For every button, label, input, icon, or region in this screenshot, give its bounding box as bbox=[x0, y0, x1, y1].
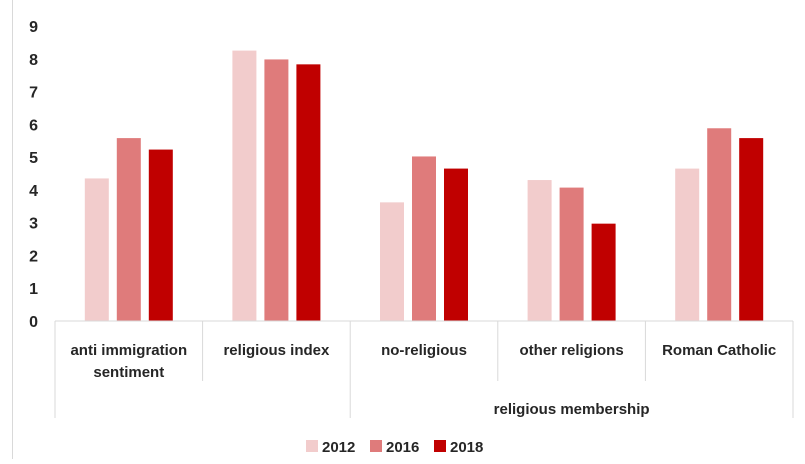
bar-2012 bbox=[232, 50, 257, 321]
bar-2016 bbox=[264, 59, 289, 321]
y-tick-label: 0 bbox=[29, 314, 38, 331]
category-label: no-religious bbox=[381, 342, 467, 359]
group-label: religious membership bbox=[494, 401, 650, 418]
y-tick-label: 3 bbox=[29, 216, 38, 233]
y-tick-label: 5 bbox=[29, 150, 38, 167]
bar-2012 bbox=[84, 178, 109, 321]
category-label: other religions bbox=[520, 342, 624, 359]
y-tick-label: 4 bbox=[29, 183, 38, 200]
bar-2018 bbox=[591, 223, 616, 321]
legend-swatch-2016 bbox=[370, 440, 382, 452]
bar-2016 bbox=[707, 128, 732, 321]
legend-label-2012: 2012 bbox=[322, 439, 355, 456]
category-label: anti immigration bbox=[70, 342, 187, 359]
category-label: sentiment bbox=[93, 364, 164, 381]
legend-label-2016: 2016 bbox=[386, 439, 419, 456]
bar-2012 bbox=[675, 168, 700, 321]
legend-label-2018: 2018 bbox=[450, 439, 483, 456]
y-tick-label: 6 bbox=[29, 117, 38, 134]
bar-2012 bbox=[380, 202, 404, 321]
y-tick-label: 2 bbox=[29, 248, 38, 265]
legend-swatch-2012 bbox=[306, 440, 318, 452]
bar-2012 bbox=[527, 180, 552, 321]
bar-2018 bbox=[739, 138, 764, 321]
category-label: religious index bbox=[223, 342, 330, 359]
chart-left-border bbox=[12, 0, 13, 459]
bar-2016 bbox=[116, 138, 141, 321]
bar-2018 bbox=[148, 149, 173, 321]
y-tick-label: 7 bbox=[29, 85, 38, 102]
category-label: Roman Catholic bbox=[662, 342, 776, 359]
bar-2016 bbox=[412, 156, 436, 321]
bar-2018 bbox=[444, 168, 468, 321]
bar-2016 bbox=[559, 187, 584, 321]
legend-swatch-2018 bbox=[434, 440, 446, 452]
bar-2018 bbox=[296, 64, 321, 321]
y-tick-label: 9 bbox=[29, 19, 38, 36]
y-tick-label: 1 bbox=[29, 281, 38, 298]
y-tick-label: 8 bbox=[29, 52, 38, 69]
